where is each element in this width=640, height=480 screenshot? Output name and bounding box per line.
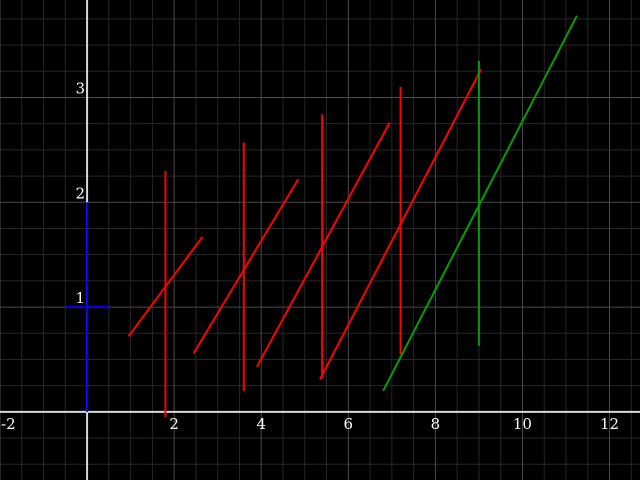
x-tick-label: -2 <box>1 415 16 433</box>
y-tick-label: 1 <box>76 289 86 307</box>
series-1-segment-8 <box>319 68 482 380</box>
x-tick-label: 10 <box>513 415 532 433</box>
series-1-segment-2 <box>127 236 204 338</box>
series-1-segment-4 <box>192 178 300 354</box>
series-1-segment-6 <box>255 122 391 368</box>
series-2-segment-2 <box>382 15 578 392</box>
y-tick-label: 2 <box>76 184 86 202</box>
x-tick-label: 2 <box>169 415 179 433</box>
series-layer <box>65 15 578 418</box>
x-tick-label: 8 <box>431 415 441 433</box>
y-tick-label: 3 <box>76 79 86 97</box>
x-tick-label: 12 <box>600 415 619 433</box>
x-tick-label: 6 <box>344 415 354 433</box>
x-tick-label: 4 <box>256 415 266 433</box>
